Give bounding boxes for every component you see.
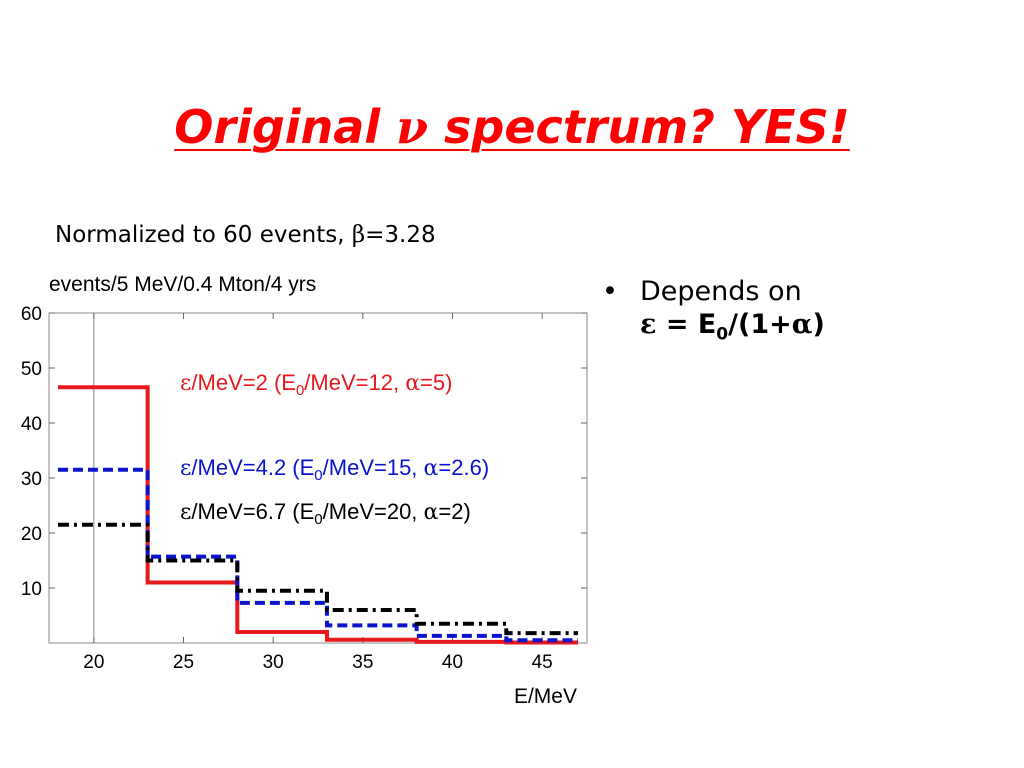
beta-symbol: β — [351, 222, 366, 248]
legend-label-3: ε/MeV=6.7 (E0/MeV=20, α=2) — [180, 499, 471, 528]
bullet-list: • Depends on ε = E0/(1+α) — [602, 276, 825, 345]
x-tick-label: 40 — [442, 652, 463, 673]
x-tick-label: 30 — [263, 652, 284, 673]
y-tick-label: 60 — [21, 304, 42, 325]
bullet-marker: • — [602, 276, 618, 307]
x-axis-label: E/MeV — [514, 685, 577, 708]
y-axis-label: events/5 MeV/0.4 Mton/4 yrs — [49, 273, 316, 296]
x-tick-label: 20 — [83, 652, 104, 673]
y-tick-label: 10 — [21, 579, 42, 600]
x-tick-label: 25 — [173, 652, 194, 673]
x-tick-label: 45 — [532, 652, 553, 673]
legend-label-1: ε/MeV=2 (E0/MeV=12, α=5) — [180, 370, 452, 399]
x-tick-label: 35 — [352, 652, 373, 673]
slide-title: Original ν spectrum? YES! — [174, 100, 850, 154]
y-tick-label: 20 — [21, 524, 42, 545]
normalization-note: Normalized to 60 events, β=3.28 — [55, 222, 436, 248]
bullet-line-2: ε = E0/(1+α) — [640, 309, 825, 345]
legend-label-2: ε/MeV=4.2 (E0/MeV=15, α=2.6) — [180, 455, 489, 484]
bullet-line-1: Depends on — [640, 276, 802, 307]
series-line-3 — [57, 522, 579, 636]
series-line-2 — [57, 467, 579, 643]
y-tick-label: 30 — [21, 469, 42, 490]
y-tick-label: 50 — [21, 359, 42, 380]
nu-symbol: ν — [396, 100, 429, 154]
y-tick-label: 40 — [21, 414, 42, 435]
